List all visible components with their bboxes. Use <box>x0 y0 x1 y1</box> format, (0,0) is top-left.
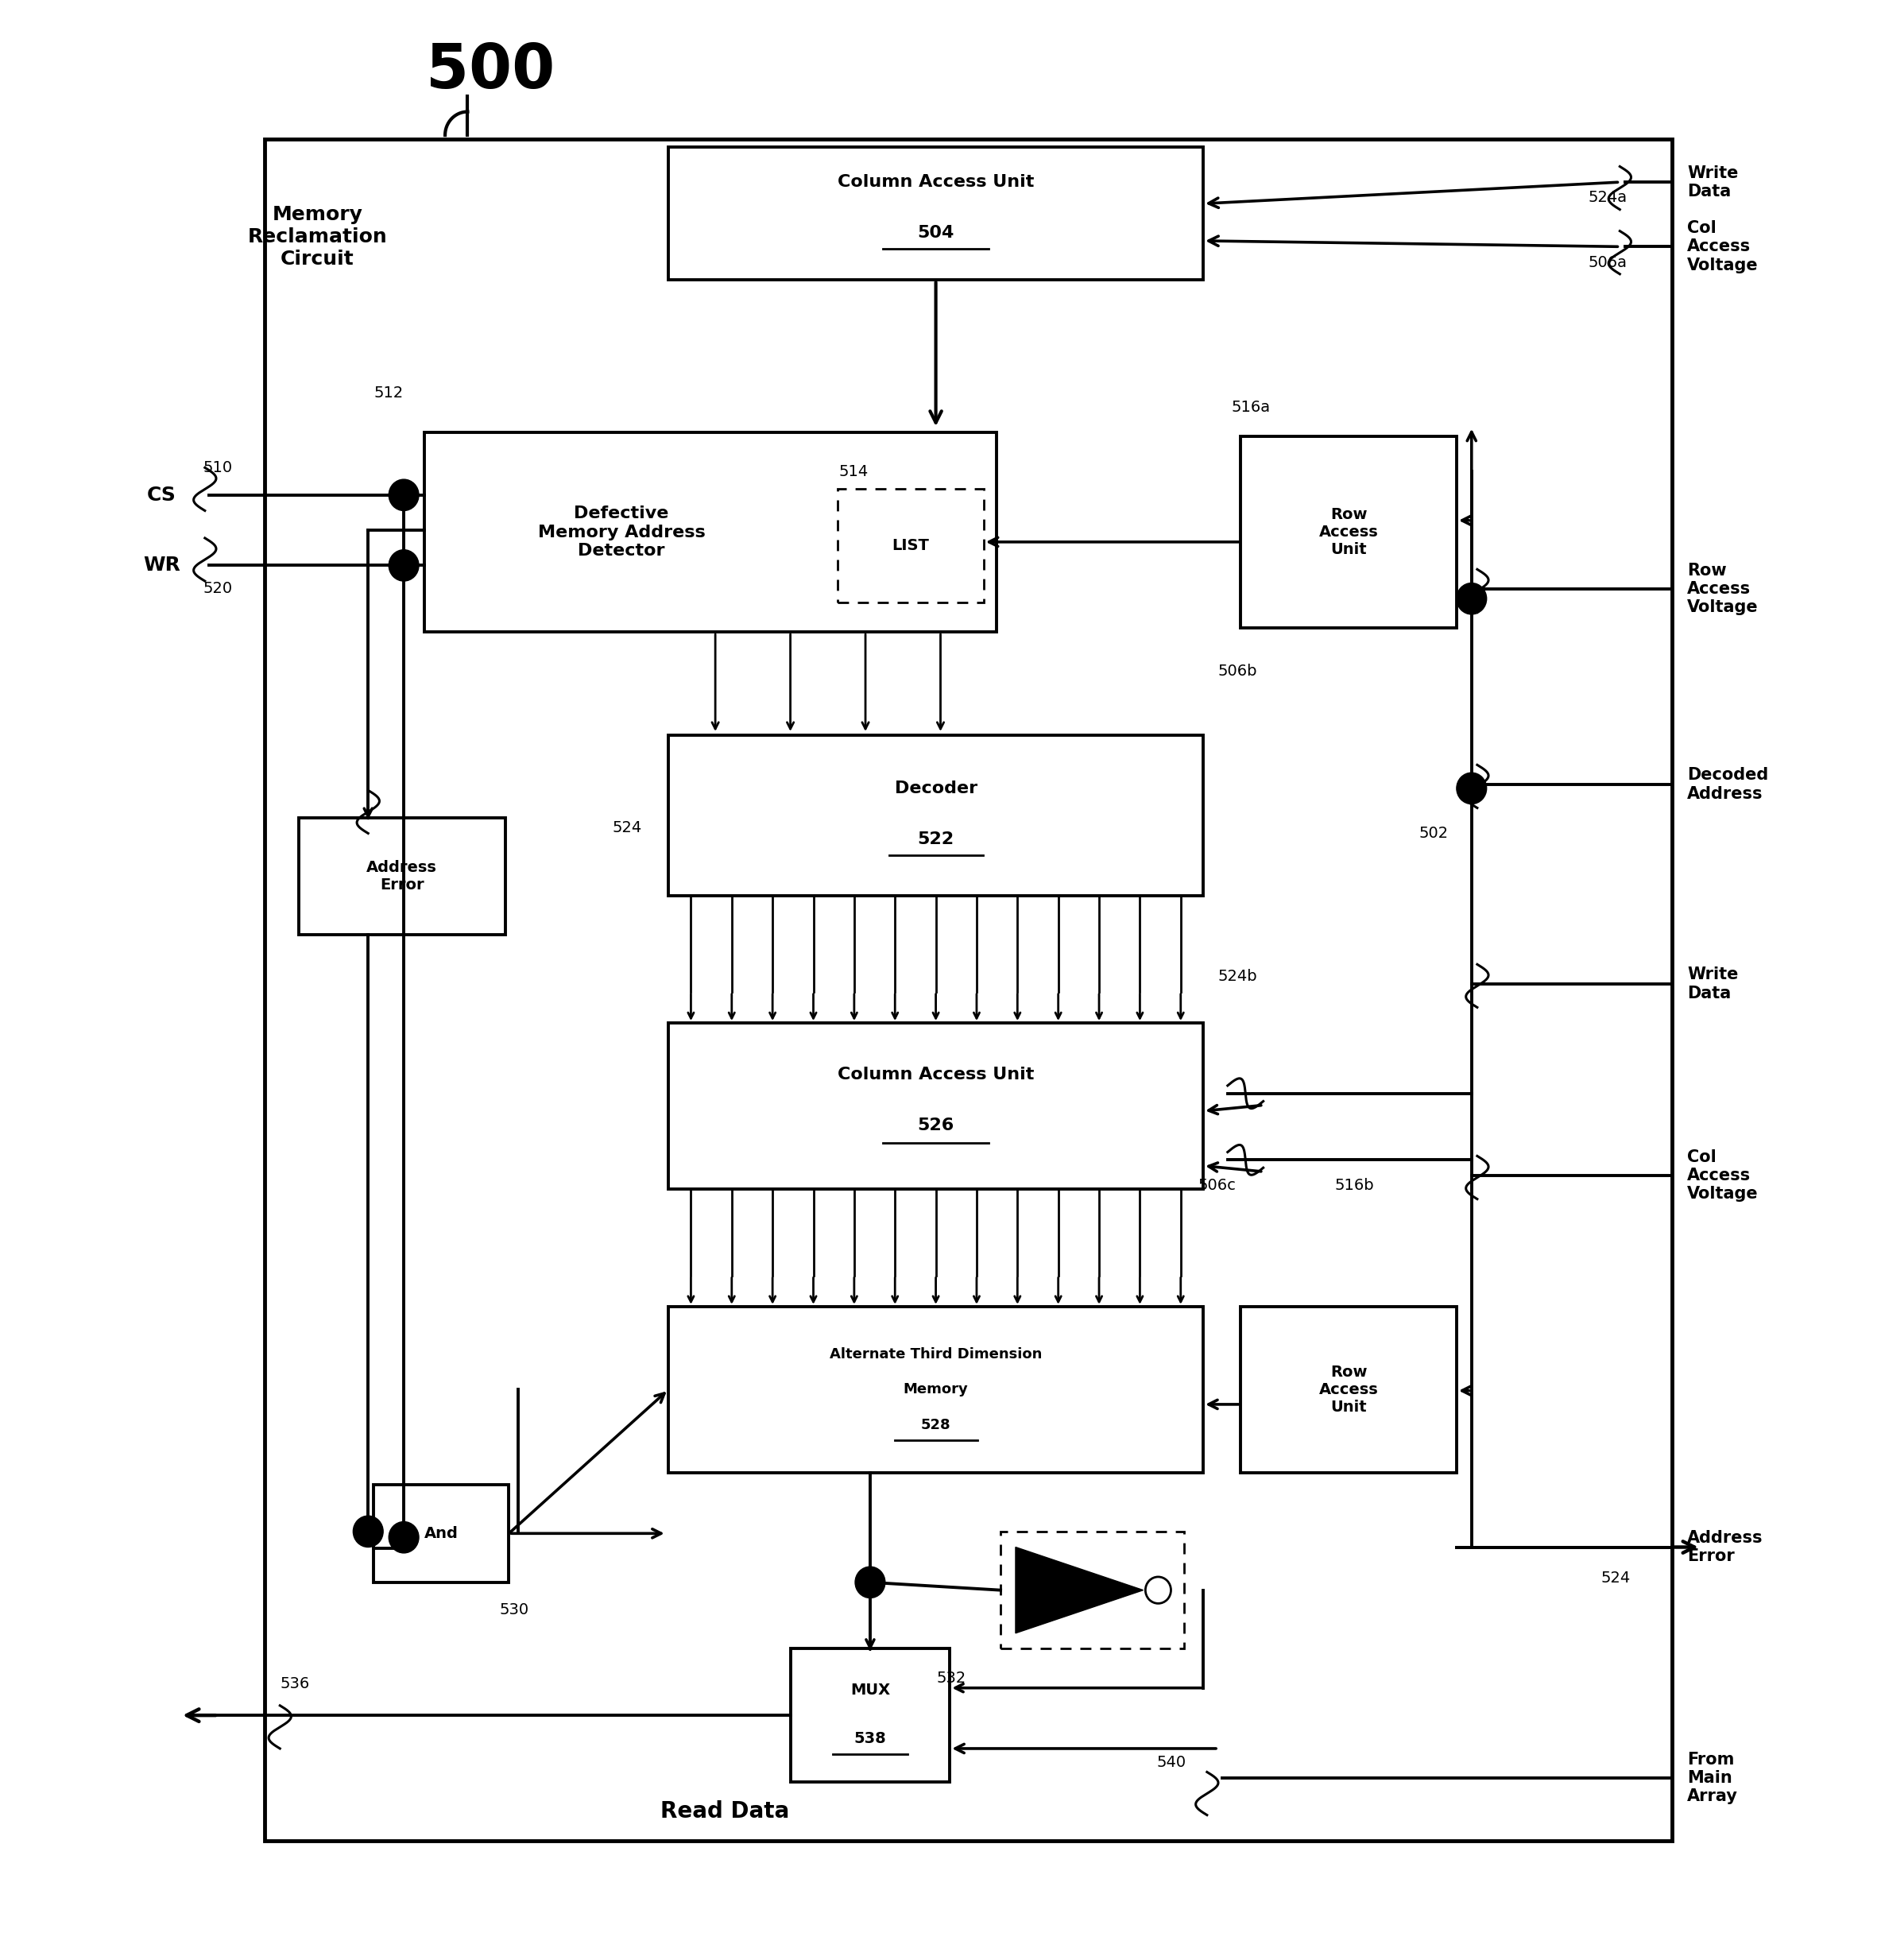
Text: Defective
Memory Address
Detector: Defective Memory Address Detector <box>538 506 705 559</box>
Text: Write
Data: Write Data <box>1687 165 1738 200</box>
Text: 514: 514 <box>839 465 869 478</box>
Text: And: And <box>425 1527 459 1541</box>
Text: Column Access Unit: Column Access Unit <box>837 1066 1035 1082</box>
Text: 516b: 516b <box>1336 1178 1373 1194</box>
Text: 506b: 506b <box>1219 664 1258 678</box>
Bar <box>668 735 1204 896</box>
Text: From
Main
Array: From Main Array <box>1687 1752 1738 1805</box>
Bar <box>425 433 997 631</box>
Text: Col
Access
Voltage: Col Access Voltage <box>1687 220 1759 272</box>
Text: WR: WR <box>143 557 181 574</box>
Text: 536: 536 <box>280 1676 310 1691</box>
Text: 504: 504 <box>918 225 954 241</box>
Text: CS: CS <box>147 486 177 504</box>
Text: 524b: 524b <box>1219 968 1258 984</box>
Text: 510: 510 <box>203 461 233 474</box>
Text: Alternate Third Dimension: Alternate Third Dimension <box>830 1347 1042 1362</box>
Circle shape <box>389 1521 419 1552</box>
Text: LIST: LIST <box>892 539 929 553</box>
Circle shape <box>1456 582 1486 613</box>
Bar <box>1241 1307 1456 1472</box>
Text: 540: 540 <box>1157 1754 1185 1770</box>
Text: 520: 520 <box>203 582 233 596</box>
Text: Address
Error: Address Error <box>1687 1531 1762 1564</box>
Bar <box>299 817 506 935</box>
Text: 516a: 516a <box>1232 400 1270 416</box>
Text: Memory
Reclamation
Circuit: Memory Reclamation Circuit <box>248 206 387 269</box>
Circle shape <box>1456 772 1486 804</box>
Text: Decoder: Decoder <box>895 780 978 796</box>
Text: 530: 530 <box>500 1601 529 1617</box>
Text: Row
Access
Voltage: Row Access Voltage <box>1687 563 1759 615</box>
Bar <box>1241 437 1456 627</box>
Text: 512: 512 <box>374 386 403 402</box>
Text: Address
Error: Address Error <box>367 860 436 892</box>
Text: Row
Access
Unit: Row Access Unit <box>1319 1364 1379 1415</box>
Text: Col
Access
Voltage: Col Access Voltage <box>1687 1149 1759 1201</box>
Circle shape <box>389 549 419 580</box>
Text: 532: 532 <box>937 1670 967 1686</box>
Text: 502: 502 <box>1418 825 1448 841</box>
Bar <box>265 139 1672 1840</box>
Text: Read Data: Read Data <box>660 1799 790 1823</box>
Text: 500: 500 <box>425 41 555 100</box>
Bar <box>1001 1531 1185 1648</box>
Bar <box>790 1648 950 1782</box>
Text: 524a: 524a <box>1588 190 1627 206</box>
Text: 526: 526 <box>918 1117 954 1133</box>
Bar <box>668 1023 1204 1190</box>
Text: 506a: 506a <box>1588 255 1627 270</box>
Text: Memory: Memory <box>903 1382 969 1397</box>
Text: 538: 538 <box>854 1731 886 1746</box>
Bar <box>837 490 984 602</box>
Circle shape <box>856 1566 886 1597</box>
Bar <box>668 1307 1204 1472</box>
Circle shape <box>1146 1578 1172 1603</box>
Text: 524: 524 <box>611 819 641 835</box>
Bar <box>374 1484 510 1582</box>
Text: Write
Data: Write Data <box>1687 966 1738 1002</box>
Bar <box>668 147 1204 280</box>
Polygon shape <box>1016 1546 1144 1633</box>
Text: 524: 524 <box>1601 1570 1631 1586</box>
Text: 506c: 506c <box>1198 1178 1236 1194</box>
Text: Decoded
Address: Decoded Address <box>1687 766 1768 802</box>
Text: MUX: MUX <box>850 1682 890 1697</box>
Circle shape <box>354 1515 384 1546</box>
Text: Column Access Unit: Column Access Unit <box>837 174 1035 190</box>
Text: 528: 528 <box>922 1417 950 1433</box>
Text: Row
Access
Unit: Row Access Unit <box>1319 508 1379 557</box>
Text: 522: 522 <box>918 831 954 847</box>
Circle shape <box>389 480 419 512</box>
